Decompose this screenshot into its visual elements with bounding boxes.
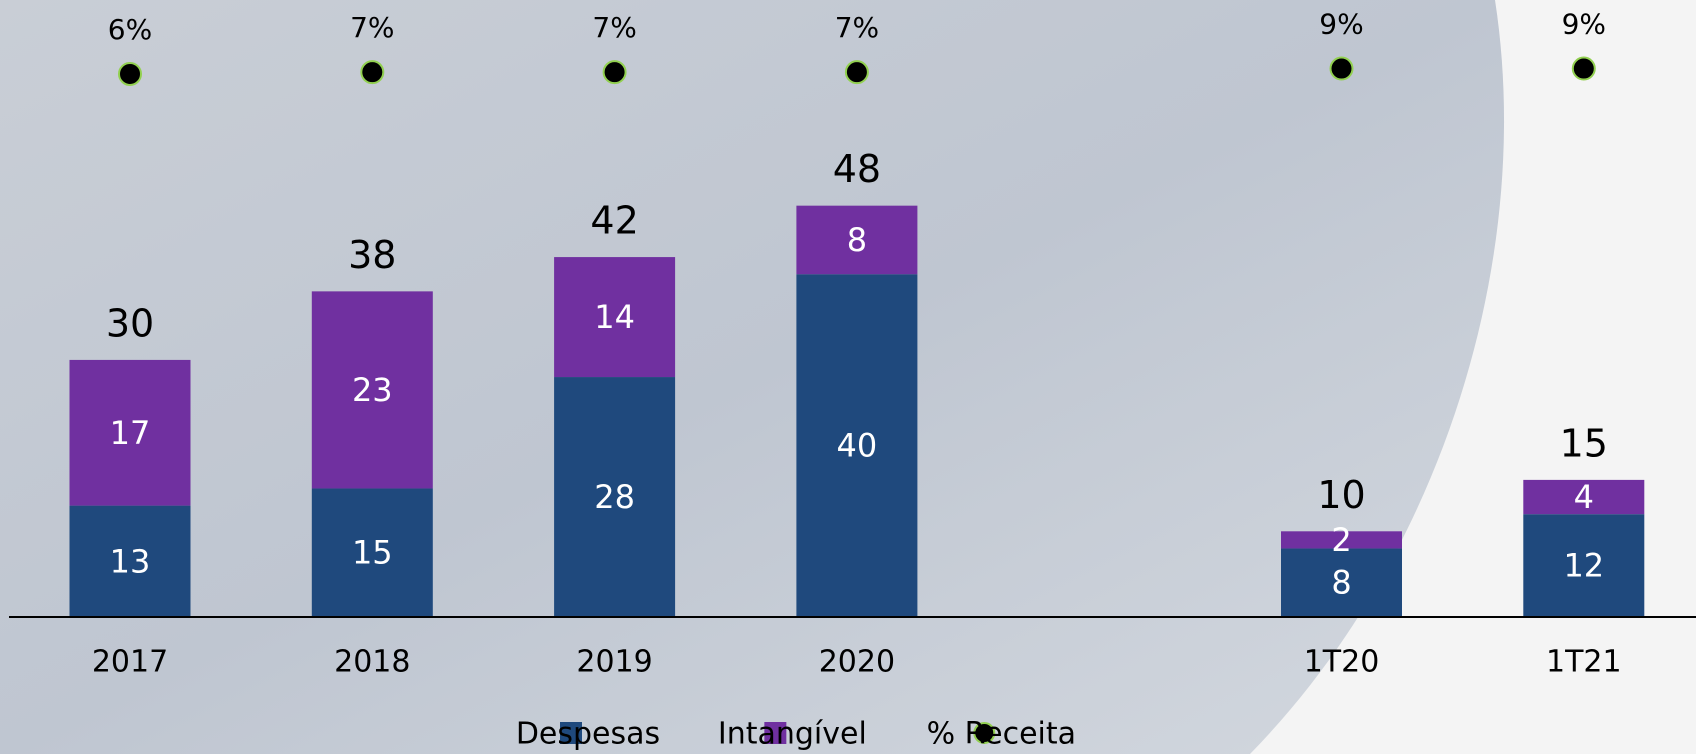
data-label: 40 [837,427,878,465]
bar-segment [796,205,918,275]
receita-label: 6% [108,13,152,46]
bar-segment [554,377,676,617]
x-tick-label: 2018 [334,645,410,680]
total-label: 42 [590,199,638,243]
bar-segment [69,505,191,617]
legend-swatch [764,722,787,744]
bar-segment [554,257,676,378]
data-label: 4 [1574,478,1594,516]
receita-marker [844,60,869,85]
receita-label: 9% [1562,8,1606,41]
receita-marker [360,60,385,85]
photo-background [0,0,1505,754]
legend-label: % Receita [927,717,1076,752]
legend-label: Intangível [718,717,867,752]
data-label: 8 [1331,564,1351,602]
bar-segment [69,359,191,506]
bar-segment [796,274,918,617]
legend-marker [973,722,996,744]
data-label: 17 [110,414,151,452]
data-label: 2 [1331,521,1351,559]
x-tick-label: 2019 [576,645,652,680]
receita-marker [1329,56,1354,81]
x-tick-label: 1T21 [1546,645,1622,680]
x-tick-label: 1T20 [1304,645,1380,680]
data-label: 23 [352,371,393,409]
legend-label: Despesas [516,717,660,752]
total-label: 15 [1560,421,1608,465]
x-tick-label: 2017 [92,645,168,680]
bar-segment [1281,531,1402,549]
bar-segment [1281,548,1402,617]
data-label: 12 [1563,547,1604,585]
receita-marker [1571,56,1596,81]
total-label: 48 [833,147,881,191]
total-label: 30 [106,301,154,345]
bar-segment [1523,514,1645,617]
total-label: 38 [348,233,396,277]
x-tick-label: 2020 [819,645,895,680]
receita-label: 7% [592,11,636,44]
total-label: 10 [1317,473,1365,517]
data-label: 14 [594,298,635,336]
data-label: 13 [110,542,151,580]
receita-marker [118,61,142,86]
bar-segment [311,488,433,617]
receita-marker [602,60,627,85]
data-label: 8 [847,221,867,259]
receita-label: 7% [835,11,879,44]
receita-label: 9% [1319,8,1363,41]
data-label: 15 [352,534,393,572]
bar-segment [1523,479,1645,515]
bar-segment [311,291,433,489]
legend-swatch [560,722,582,744]
receita-label: 7% [350,11,394,44]
data-label: 28 [594,478,635,516]
